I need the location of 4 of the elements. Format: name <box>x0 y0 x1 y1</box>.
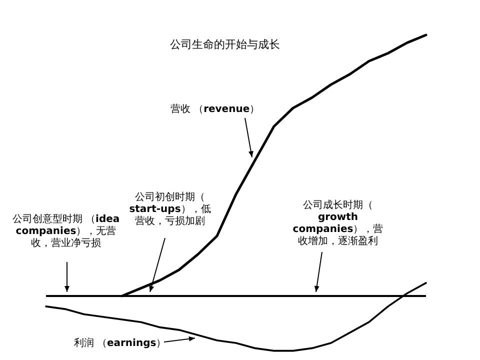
annotation: 公司初创时期（start-ups），低营收，亏损加剧 <box>129 192 211 227</box>
annotation: 公司成长时期（growth companies），营收增加，逐渐盈利 <box>292 200 384 247</box>
annotation: 公司创意型时期 （idea companies），无营收，营业净亏损 <box>12 214 120 249</box>
chart-title: 公司生命的开始与成长 <box>170 38 280 51</box>
